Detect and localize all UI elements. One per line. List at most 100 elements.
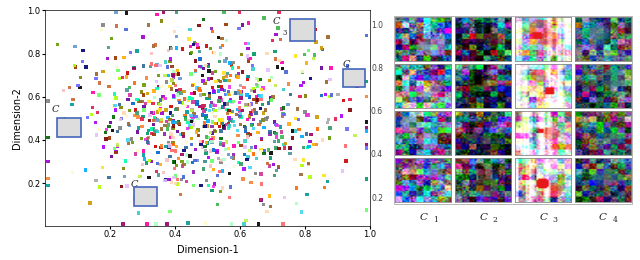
Text: C: C	[599, 213, 607, 222]
Point	[231, 74, 241, 78]
Point	[362, 146, 372, 150]
Point	[118, 222, 128, 226]
Point	[187, 114, 197, 118]
Point	[266, 151, 276, 155]
Point	[260, 149, 270, 153]
Point	[43, 135, 53, 140]
Point	[126, 137, 136, 141]
Point	[122, 71, 132, 75]
Point	[253, 78, 264, 82]
Point	[132, 130, 143, 134]
Point	[214, 79, 224, 83]
Point	[135, 99, 145, 103]
Point	[199, 103, 209, 107]
Point	[141, 76, 152, 80]
Point	[151, 129, 161, 133]
Point	[362, 129, 372, 133]
Text: 4: 4	[61, 117, 66, 125]
Point	[244, 75, 254, 79]
Point	[255, 197, 266, 201]
Text: 0.2: 0.2	[371, 194, 383, 203]
Point	[109, 92, 120, 96]
Point	[273, 139, 284, 143]
Point	[248, 67, 258, 71]
Point	[106, 36, 116, 41]
Point	[70, 65, 81, 69]
Point	[119, 174, 129, 178]
Point	[111, 96, 121, 100]
Point	[111, 108, 121, 112]
Point	[97, 28, 107, 32]
Point	[275, 37, 285, 42]
Point	[253, 130, 263, 134]
Point	[202, 96, 212, 101]
Bar	[291, 19, 315, 41]
Point	[237, 23, 248, 27]
Point	[227, 100, 237, 104]
Point	[208, 136, 218, 140]
Point	[78, 48, 88, 52]
Point	[221, 23, 231, 27]
Point	[278, 222, 288, 226]
Point	[218, 186, 228, 190]
Point	[190, 68, 200, 73]
Point	[250, 172, 260, 176]
Point	[99, 145, 109, 149]
Point	[158, 10, 168, 15]
Point	[276, 130, 287, 134]
Point	[113, 129, 123, 133]
Point	[238, 177, 248, 181]
Point	[259, 152, 269, 156]
Point	[175, 100, 185, 105]
Point	[168, 135, 178, 140]
Point	[150, 129, 160, 134]
Point	[261, 117, 271, 121]
Point	[181, 140, 191, 144]
Point	[186, 136, 196, 141]
Point	[207, 103, 217, 107]
Point	[262, 51, 272, 55]
Point	[156, 106, 166, 110]
Point	[177, 159, 187, 164]
Point	[188, 160, 198, 165]
Point	[308, 143, 319, 147]
Point	[241, 103, 252, 107]
Point	[110, 103, 120, 107]
Point	[243, 57, 253, 62]
Point	[179, 162, 189, 167]
Point	[214, 169, 225, 173]
Point	[184, 37, 194, 41]
Point	[204, 69, 214, 73]
Point	[138, 93, 148, 97]
Point	[185, 125, 195, 129]
Point	[249, 86, 259, 90]
Point	[221, 147, 231, 151]
Point	[125, 50, 136, 54]
Point	[207, 140, 217, 144]
Point	[211, 121, 221, 126]
Point	[211, 79, 221, 83]
Point	[140, 137, 150, 141]
Point	[131, 152, 141, 156]
Point	[277, 60, 287, 64]
Text: 0.6: 0.6	[371, 107, 383, 116]
Point	[193, 117, 204, 121]
Point	[138, 149, 148, 153]
Point	[225, 118, 235, 122]
Point	[221, 57, 232, 61]
Point	[115, 76, 125, 81]
Point	[216, 98, 227, 102]
Point	[150, 144, 161, 148]
Point	[300, 94, 310, 98]
Point	[185, 27, 195, 31]
Point	[186, 125, 196, 129]
Point	[207, 139, 218, 143]
Point	[152, 118, 162, 122]
Point	[156, 145, 166, 149]
Point	[252, 98, 262, 102]
Point	[208, 103, 218, 107]
Point	[291, 186, 301, 190]
Point	[228, 153, 239, 157]
Point	[158, 170, 168, 174]
Point	[200, 116, 211, 120]
